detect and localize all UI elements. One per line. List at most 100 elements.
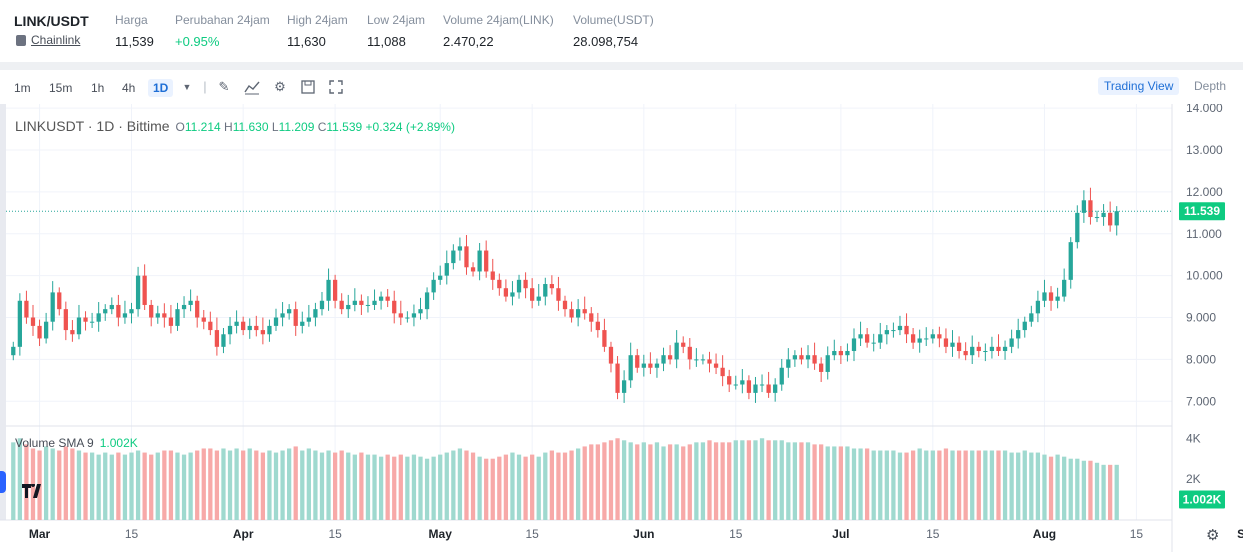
volume-bar <box>464 450 469 520</box>
candle-body <box>516 279 522 293</box>
candle-body <box>700 359 706 361</box>
candle-body <box>707 359 712 364</box>
volume-bar <box>17 438 22 520</box>
volume-bar <box>700 442 706 520</box>
candle-body <box>812 355 817 364</box>
stat-volume-usdt: Volume(USDT) 28.098,754 <box>573 13 654 49</box>
candle-body <box>273 317 279 326</box>
volume-bar <box>155 452 160 520</box>
volume-bar <box>444 452 449 520</box>
volume-bar <box>582 446 587 520</box>
volume-bar <box>1062 456 1067 520</box>
candle-body <box>37 325 42 339</box>
candle-body <box>851 338 857 352</box>
volume-bar <box>884 450 889 520</box>
volume-bar <box>904 452 909 520</box>
candlestick-chart[interactable]: 11.539 14.000 13.000 12.000 11.000 10.000 9.00… <box>0 104 1243 552</box>
volume-bar <box>116 452 121 520</box>
stat-label: Harga <box>115 13 148 27</box>
settings-icon[interactable]: ⚙ <box>274 79 286 94</box>
volume-bar <box>319 452 325 520</box>
volume-bar <box>589 444 594 520</box>
volume-bar <box>1035 452 1041 520</box>
candle-body <box>713 363 719 368</box>
volume-bar <box>359 452 364 520</box>
candle-body <box>536 296 541 301</box>
legend-ohlc: O11.214 H11.630 L11.209 C11.539 +0.324 (… <box>175 120 455 134</box>
volume-bar <box>339 450 344 520</box>
candle-body <box>208 321 213 331</box>
volume-bar <box>779 440 784 520</box>
candle-body <box>674 342 679 360</box>
candle-body <box>76 317 82 335</box>
draw-icon[interactable]: ✎ <box>218 79 230 94</box>
volume-bar <box>306 448 311 520</box>
volume-bar <box>740 440 745 520</box>
candle-body <box>924 338 929 340</box>
volume-bar <box>135 450 141 520</box>
volume-bar <box>858 448 863 520</box>
volume-bar <box>970 450 975 520</box>
candle-body <box>188 300 193 305</box>
volume-bar <box>1016 452 1021 520</box>
save-icon[interactable] <box>300 79 316 95</box>
volume-bar <box>832 446 837 520</box>
volume-bar <box>897 452 903 520</box>
candle-body <box>372 300 377 305</box>
candle-body <box>424 292 430 310</box>
timeframe-15m[interactable]: 15m <box>49 81 73 95</box>
candle-body <box>149 304 154 318</box>
candle-body <box>799 355 804 360</box>
candle-body <box>201 317 206 322</box>
candle-body <box>57 292 62 310</box>
timeframe-1h[interactable]: 1h <box>91 81 105 95</box>
candle-body <box>155 313 160 318</box>
indicator-icon[interactable] <box>244 79 260 95</box>
volume-bar <box>1081 460 1087 520</box>
stat-label: Volume 24jam(LINK) <box>443 13 554 27</box>
candle-body <box>602 330 607 347</box>
candle-body <box>694 359 699 361</box>
candle-body <box>293 309 298 326</box>
last-price-tag <box>1179 202 1225 221</box>
volume-bar <box>694 442 699 520</box>
time-tick-label: Mar <box>29 527 51 541</box>
candle-body <box>17 300 22 347</box>
candle-body <box>549 284 554 289</box>
timeframe-4h[interactable]: 4h <box>122 81 136 95</box>
time-tick-label: 15 <box>525 527 539 541</box>
volume-bar <box>845 446 850 520</box>
volume-bar <box>43 446 49 520</box>
volume-bar <box>50 448 55 520</box>
volume-bar <box>654 442 660 520</box>
volume-bar <box>326 450 331 520</box>
volume-bar <box>950 450 955 520</box>
volume-bar <box>490 458 495 520</box>
trading-view-button[interactable]: Trading View <box>1098 77 1180 95</box>
candle-body <box>976 346 981 352</box>
side-panel-toggle[interactable] <box>0 471 6 493</box>
candle-body <box>1114 211 1119 226</box>
candle-body <box>1042 292 1047 301</box>
chart-settings-icon[interactable]: ⚙ <box>1206 527 1220 544</box>
left-gutter <box>0 104 6 520</box>
stat-value: 28.098,754 <box>573 34 639 49</box>
volume-bar <box>674 444 679 520</box>
candle-body <box>654 363 660 368</box>
candle-body <box>326 279 331 301</box>
timeframe-1m[interactable]: 1m <box>14 81 31 95</box>
volume-bar <box>891 450 896 520</box>
timeframe-1d[interactable]: 1D <box>148 79 174 97</box>
depth-button[interactable]: Depth <box>1194 79 1227 93</box>
fullscreen-icon[interactable] <box>328 79 344 95</box>
candle-body <box>142 275 147 305</box>
volume-bar <box>917 448 922 520</box>
volume-bar <box>635 444 640 520</box>
candle-body <box>195 300 200 318</box>
candle-body <box>234 321 239 326</box>
candle-body <box>122 313 128 318</box>
candle-body <box>109 304 114 310</box>
chevron-down-icon[interactable]: ▼ <box>182 82 192 92</box>
coin-link[interactable]: Chainlink <box>16 33 80 47</box>
candle-body <box>937 334 942 339</box>
